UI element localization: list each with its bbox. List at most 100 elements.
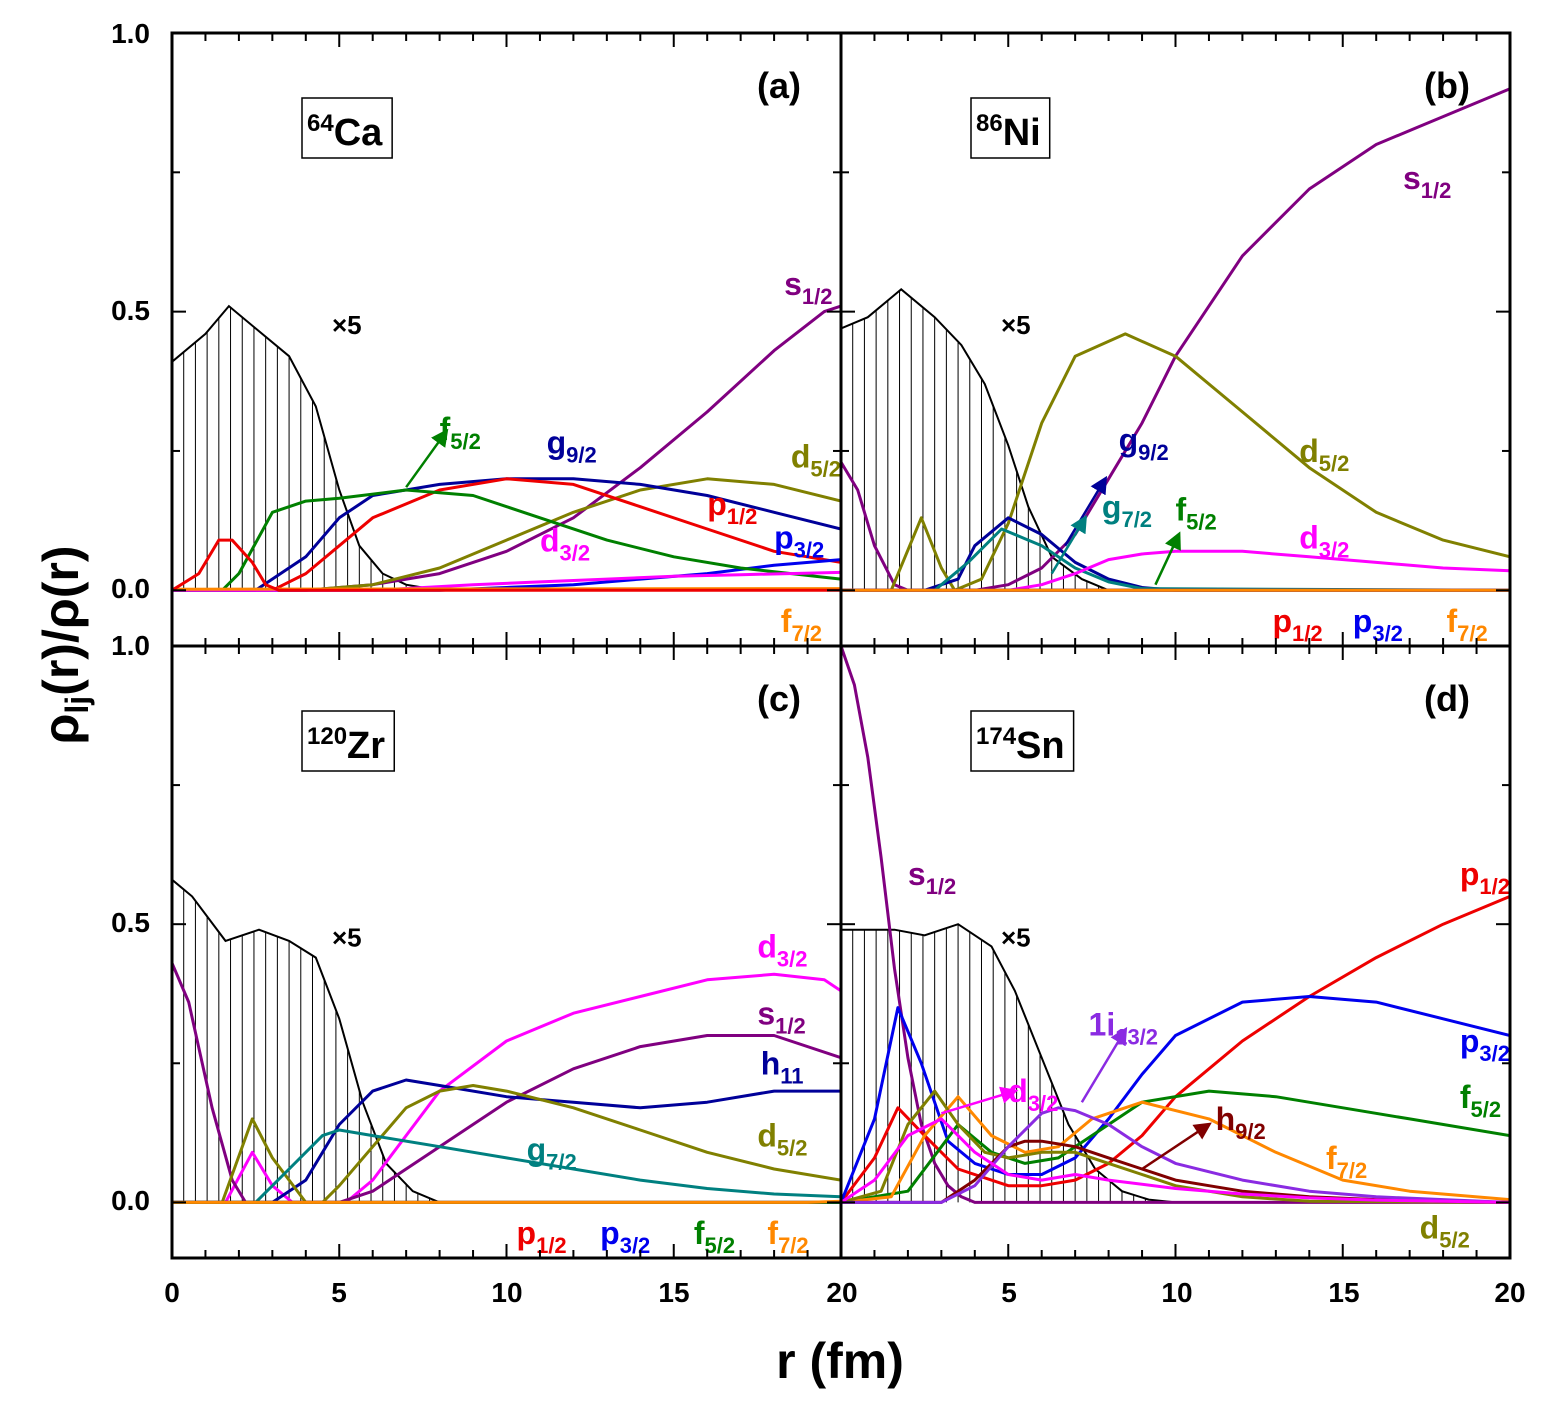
label-arrow	[1080, 1026, 1128, 1103]
series-label-d-5_2: d5/2	[791, 439, 841, 482]
x-axis-title: r (fm)	[776, 1333, 904, 1389]
nucleus-label-b: 86Ni	[970, 97, 1051, 159]
scale-note: ×5	[1001, 310, 1031, 340]
y-tick-top-0.0: 0.0	[111, 573, 150, 604]
series-d-5_2-line	[172, 477, 841, 592]
scale-note: ×5	[332, 310, 362, 340]
total-density-hatch	[841, 924, 1158, 1203]
scale-note: ×5	[332, 922, 362, 952]
label-arrow	[1050, 514, 1087, 575]
label-arrow	[1141, 1122, 1212, 1171]
series-label-p-3_2: p3/2	[1460, 1023, 1510, 1066]
series-label-p-1_2: p1/2	[707, 486, 757, 529]
series-g-9_2-line	[172, 477, 841, 592]
nucleus-text: 64Ca	[307, 110, 383, 154]
series-label-h-11: h11	[761, 1045, 804, 1088]
panel-a-plot-area	[172, 304, 841, 592]
total-density-hatch	[841, 290, 1100, 591]
panel-frame	[839, 31, 1512, 648]
total-density-curve	[172, 878, 440, 1204]
series-label-g-7_2: g7/2	[1102, 489, 1152, 532]
series-f-5_2-line	[172, 488, 841, 592]
series-d-5_2-line	[172, 1084, 841, 1204]
panel-a-ticks	[171, 32, 842, 646]
series-label-p-1_2: p1/2	[1273, 603, 1323, 646]
x-tick-right-5: 5	[1001, 1277, 1017, 1308]
series-s-1_2-line	[841, 646, 1510, 1204]
scale-note: ×5	[1001, 922, 1031, 952]
nucleus-label-d: 174Sn	[970, 710, 1075, 772]
panel-frame	[170, 31, 843, 648]
series-label-1i-13_2: 1i13/2	[1089, 1006, 1159, 1049]
series-p-1_2-line	[172, 477, 841, 592]
panel-d-ticks	[840, 645, 1511, 1258]
panel-frame	[170, 644, 843, 1260]
series-label-f-7_2: f7/2	[1326, 1140, 1367, 1183]
y-tick-bottom-0.0: 0.0	[111, 1185, 150, 1216]
series-label-s-1_2: s1/2	[1403, 160, 1451, 203]
series-d-3_2-line	[172, 538, 841, 592]
panel-c-ticks	[171, 645, 842, 1258]
series-label-g-9_2: g9/2	[1119, 422, 1169, 465]
series-d-3_2-line	[841, 1117, 1510, 1204]
x-tick-left-10: 10	[491, 1277, 522, 1308]
series-s-1_2-line	[172, 304, 841, 592]
x-tick-right-15: 15	[1328, 1277, 1359, 1308]
label-arrow	[940, 1086, 1019, 1115]
series-1i-13_2-line	[841, 1106, 1510, 1204]
series-s-1_2-line	[172, 962, 841, 1204]
x-tick-mid-20: 20	[826, 1277, 857, 1308]
x-tick-left-15: 15	[658, 1277, 689, 1308]
total-density-curve	[841, 287, 1109, 592]
series-label-f-7_2: f7/2	[1446, 603, 1487, 646]
series-label-d-5_2: d5/2	[757, 1118, 807, 1161]
panel-label-b: (b)	[1424, 65, 1470, 106]
y-tick-top-0.5: 0.5	[111, 295, 150, 326]
x-tick-left-5: 5	[331, 1277, 347, 1308]
series-label-p-3_2: p3/2	[774, 519, 824, 562]
total-density-curve	[172, 304, 440, 592]
series-label-f-7_2: f7/2	[767, 1215, 808, 1258]
x-tick-right-10: 10	[1161, 1277, 1192, 1308]
series-d-3_2-line	[172, 972, 841, 1204]
y-tick-bottom-0.5: 0.5	[111, 907, 150, 938]
panel-frame	[839, 644, 1512, 1260]
series-label-p-1_2: p1/2	[517, 1215, 567, 1258]
panel-a: s1/2 d5/2 g9/2 p1/2 p3/2 f5/2 d3/2 f7/2 (a) 64Ca ×…	[170, 31, 843, 648]
series-label-h-9_2: h9/2	[1216, 1101, 1266, 1144]
series-label-f-5_2: f5/2	[1460, 1079, 1501, 1122]
x-tick-right-20: 20	[1494, 1277, 1525, 1308]
series-p-1_2-line	[841, 895, 1510, 1204]
nucleus-label-a: 64Ca	[301, 97, 393, 159]
total-density-hatch	[172, 879, 431, 1203]
series-label-g-9_2: g9/2	[547, 425, 597, 468]
label-arrow	[1064, 475, 1108, 547]
nucleus-label-c: 120Zr	[301, 710, 396, 772]
total-density-curve	[841, 923, 1176, 1204]
series-p-3_2-line	[841, 995, 1510, 1203]
series-d-3_2-line	[841, 549, 1510, 592]
series-f-7_2-line	[841, 1095, 1510, 1204]
series-h-11-line	[172, 1078, 841, 1204]
series-g-9_2-line	[841, 516, 1510, 592]
series-label-d-3_2: d3/2	[540, 522, 590, 565]
series-label-f-5_2: f5/2	[440, 411, 481, 454]
x-tick-left-0: 0	[164, 1277, 180, 1308]
series-label-s-1_2: s1/2	[784, 266, 832, 309]
series-f-7_2-line	[172, 1199, 841, 1204]
series-label-d-5_2: d5/2	[1420, 1210, 1470, 1253]
series-label-g-7_2: g7/2	[527, 1132, 577, 1175]
series-g-7_2-line	[172, 1128, 841, 1204]
y-axis-title: ρlj(r)/ρ(r)	[33, 545, 95, 744]
series-label-d-5_2: d5/2	[1299, 433, 1349, 476]
series-label-p-3_2: p3/2	[1353, 603, 1403, 646]
panel-b: s1/2 d5/2 g9/2 g7/2 d3/2 f5/2 p1/2 p3/2 f7/2 (b) 8…	[839, 31, 1512, 648]
panel-c-plot-area	[172, 878, 841, 1204]
panel-label-d: (d)	[1424, 678, 1470, 719]
panel-d-plot-area	[841, 646, 1510, 1204]
series-label-d-3_2: d3/2	[1299, 519, 1349, 562]
series-d-5_2-line	[841, 332, 1510, 592]
series-label-d-3_2: d3/2	[1008, 1073, 1058, 1116]
series-label-p-3_2: p3/2	[600, 1215, 650, 1258]
